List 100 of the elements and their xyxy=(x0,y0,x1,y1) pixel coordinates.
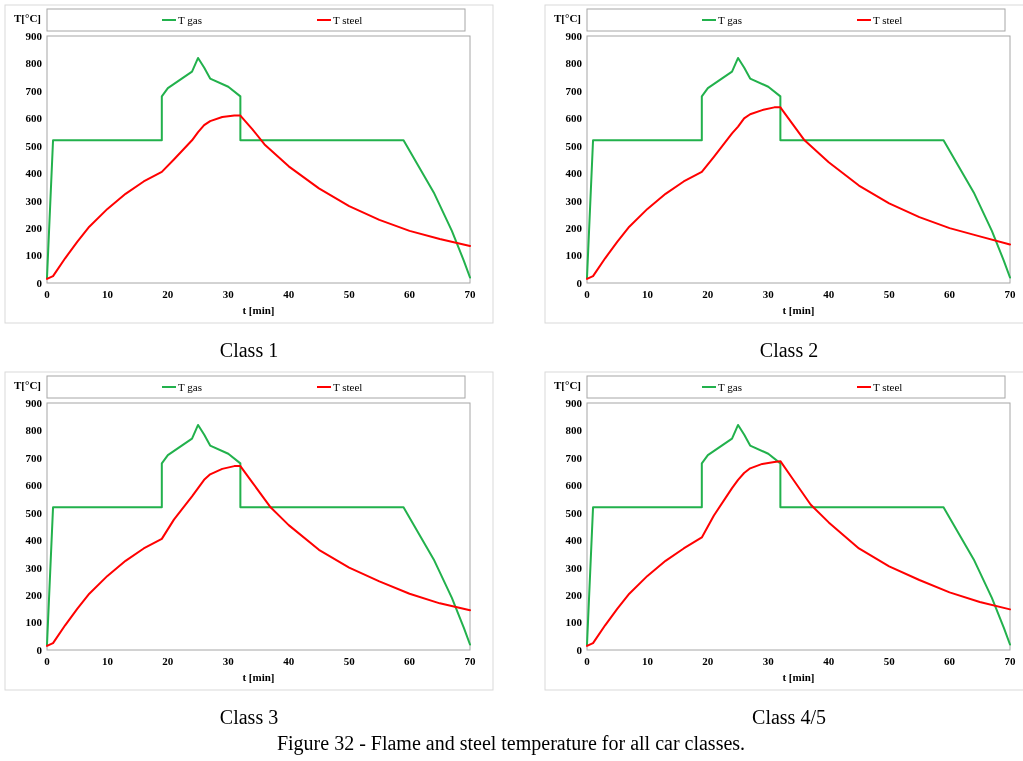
x-tick-label: 20 xyxy=(702,655,714,667)
x-tick-label: 50 xyxy=(343,655,356,667)
y-tick-label: 100 xyxy=(25,249,43,262)
legend-label: T gas xyxy=(178,13,202,26)
x-tick-label: 20 xyxy=(702,288,714,300)
x-tick-label: 10 xyxy=(641,288,654,300)
y-axis-title: T[°C] xyxy=(14,379,42,391)
y-tick-label: 700 xyxy=(25,84,43,97)
x-tick-label: 70 xyxy=(464,655,476,667)
x-tick-label: 60 xyxy=(944,288,956,300)
line-series xyxy=(586,423,1011,646)
y-tick-label: 800 xyxy=(25,57,43,70)
x-tick-label: 50 xyxy=(883,288,896,300)
y-tick-label: 800 xyxy=(565,424,583,437)
y-tick-label: 100 xyxy=(565,249,583,262)
y-axis-title: T[°C] xyxy=(14,12,42,24)
legend-label: T gas xyxy=(718,13,742,26)
y-tick-label: 900 xyxy=(25,396,43,409)
x-tick-label: 60 xyxy=(404,655,416,667)
x-tick-label: 30 xyxy=(762,288,775,300)
legend-label: T steel xyxy=(333,380,363,393)
y-tick-label: 500 xyxy=(25,506,43,519)
y-tick-label: 500 xyxy=(565,139,583,152)
x-tick-label: 60 xyxy=(944,655,956,667)
y-tick-label: 0 xyxy=(36,643,43,656)
y-tick-label: 100 xyxy=(565,616,583,629)
x-tick-label: 50 xyxy=(343,288,356,300)
x-tick-label: 40 xyxy=(823,288,835,300)
y-tick-label: 600 xyxy=(25,479,43,492)
text: Class 3 xyxy=(219,706,279,728)
x-tick-label: 0 xyxy=(44,655,51,667)
x-tick-label: 0 xyxy=(44,288,51,300)
x-tick-label: 40 xyxy=(283,288,295,300)
y-tick-label: 400 xyxy=(565,534,583,547)
legend-label: T steel xyxy=(873,13,903,26)
y-tick-label: 900 xyxy=(565,29,583,42)
y-tick-label: 100 xyxy=(25,616,43,629)
y-tick-label: 300 xyxy=(565,194,583,207)
x-tick-label: 60 xyxy=(404,288,416,300)
legend-label: T steel xyxy=(333,13,363,26)
x-tick-label: 30 xyxy=(222,288,235,300)
x-tick-label: 30 xyxy=(762,655,775,667)
x-axis-title: t [min] xyxy=(242,304,275,316)
y-tick-label: 700 xyxy=(25,451,43,464)
x-tick-label: 70 xyxy=(1004,288,1016,300)
x-axis-title: t [min] xyxy=(782,671,815,683)
y-tick-label: 800 xyxy=(25,424,43,437)
y-tick-label: 900 xyxy=(25,29,43,42)
line-series xyxy=(46,114,471,280)
x-tick-label: 0 xyxy=(584,655,591,667)
y-tick-label: 300 xyxy=(565,561,583,574)
x-tick-label: 10 xyxy=(641,655,654,667)
y-tick-label: 600 xyxy=(565,112,583,125)
y-tick-label: 300 xyxy=(25,194,43,207)
x-tick-label: 40 xyxy=(283,655,295,667)
x-tick-label: 0 xyxy=(584,288,591,300)
x-tick-label: 50 xyxy=(883,655,896,667)
y-tick-label: 0 xyxy=(576,276,583,289)
x-tick-label: 20 xyxy=(162,655,174,667)
y-tick-label: 700 xyxy=(565,84,583,97)
y-tick-label: 600 xyxy=(565,479,583,492)
legend-label: T steel xyxy=(873,380,903,393)
legend-label: T gas xyxy=(718,380,742,393)
text: Class 4/5 xyxy=(752,706,826,728)
text: Class 1 xyxy=(219,339,279,361)
y-tick-label: 400 xyxy=(565,167,583,180)
y-tick-label: 200 xyxy=(565,221,583,234)
y-tick-label: 800 xyxy=(565,57,583,70)
caption: Figure 32 - Flame and steel temperature for all car classes. xyxy=(276,732,746,755)
legend-label: T gas xyxy=(178,380,202,393)
y-tick-label: 0 xyxy=(36,276,43,289)
x-tick-label: 70 xyxy=(1004,655,1016,667)
line-series xyxy=(586,460,1011,647)
y-tick-label: 700 xyxy=(565,451,583,464)
y-tick-label: 600 xyxy=(25,112,43,125)
line-series xyxy=(586,106,1011,280)
x-tick-label: 20 xyxy=(162,288,174,300)
y-tick-label: 300 xyxy=(25,561,43,574)
y-tick-label: 500 xyxy=(25,139,43,152)
y-tick-label: 400 xyxy=(25,534,43,547)
x-axis-title: t [min] xyxy=(242,671,275,683)
x-tick-label: 10 xyxy=(101,655,114,667)
x-axis-title: t [min] xyxy=(782,304,815,316)
text: Class 2 xyxy=(759,339,819,361)
x-tick-label: 30 xyxy=(222,655,235,667)
line-series xyxy=(586,56,1011,279)
y-axis-title: T[°C] xyxy=(554,12,582,24)
y-tick-label: 400 xyxy=(25,167,43,180)
y-tick-label: 900 xyxy=(565,396,583,409)
y-tick-label: 200 xyxy=(565,588,583,601)
y-tick-label: 200 xyxy=(25,221,43,234)
x-tick-label: 40 xyxy=(823,655,835,667)
y-axis-title: T[°C] xyxy=(554,379,582,391)
x-tick-label: 70 xyxy=(464,288,476,300)
y-tick-label: 500 xyxy=(565,506,583,519)
y-tick-label: 200 xyxy=(25,588,43,601)
line-series xyxy=(46,465,471,647)
x-tick-label: 10 xyxy=(101,288,114,300)
line-series xyxy=(46,56,471,279)
line-series xyxy=(46,423,471,646)
